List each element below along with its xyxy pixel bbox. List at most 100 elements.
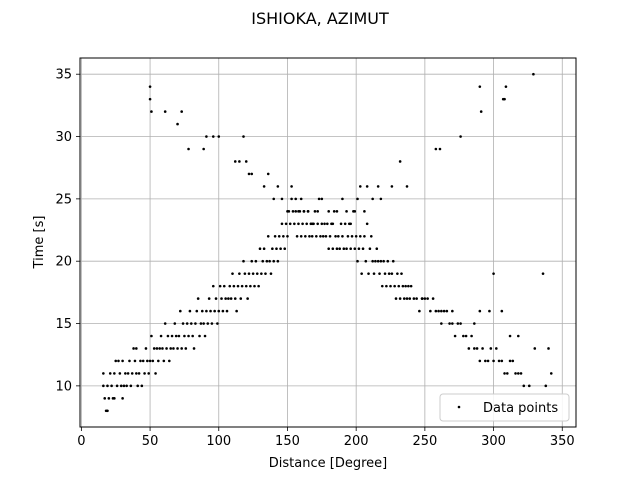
- data-point: [533, 347, 537, 350]
- data-point: [133, 359, 137, 363]
- data-point: [404, 284, 407, 288]
- data-point: [405, 297, 409, 300]
- data-point: [324, 234, 328, 238]
- data-point: [467, 347, 471, 350]
- data-point: [295, 234, 299, 238]
- data-point: [503, 97, 506, 101]
- data-point: [390, 272, 394, 275]
- data-point: [235, 309, 238, 313]
- data-point: [155, 347, 159, 350]
- data-point: [189, 322, 193, 325]
- data-point: [473, 322, 476, 325]
- data-point: [119, 384, 123, 388]
- data-point: [412, 297, 416, 300]
- data-point: [327, 210, 330, 213]
- data-point: [492, 272, 495, 275]
- data-point: [459, 322, 462, 325]
- data-point: [514, 372, 517, 375]
- data-point: [369, 234, 373, 238]
- data-point: [128, 359, 131, 363]
- data-point: [250, 259, 254, 263]
- data-point: [371, 197, 374, 201]
- data-point: [214, 297, 218, 300]
- data-point: [368, 247, 372, 251]
- data-point: [339, 222, 343, 226]
- data-point: [363, 210, 366, 213]
- data-point: [503, 372, 506, 375]
- data-point: [221, 309, 225, 313]
- data-point: [203, 334, 207, 338]
- data-point: [247, 272, 251, 275]
- data-point: [225, 309, 229, 313]
- data-point: [239, 297, 243, 300]
- data-point: [273, 234, 277, 238]
- data-point: [396, 272, 399, 275]
- data-point: [401, 284, 405, 288]
- data-point: [286, 210, 289, 213]
- data-point: [163, 110, 167, 113]
- data-point: [376, 259, 380, 263]
- data-point: [176, 347, 179, 350]
- x-tick-label: 50: [142, 434, 159, 449]
- data-point: [488, 309, 491, 313]
- data-point: [113, 397, 116, 400]
- data-point: [139, 359, 142, 363]
- data-point: [147, 372, 150, 375]
- x-tick-label: 0: [77, 434, 85, 449]
- data-point: [218, 284, 222, 288]
- data-point: [207, 297, 211, 300]
- data-point: [233, 160, 237, 163]
- data-point: [194, 322, 197, 325]
- data-point: [361, 247, 365, 251]
- data-point: [379, 197, 383, 201]
- y-axis-ticks: 10 15 20 25 30 35: [55, 68, 80, 394]
- data-point: [334, 234, 337, 238]
- data-point: [253, 284, 256, 288]
- data-point: [479, 110, 483, 113]
- data-point: [209, 309, 212, 313]
- y-tick-label: 20: [55, 255, 72, 270]
- x-tick-label: 150: [275, 434, 300, 449]
- data-point: [269, 272, 273, 275]
- data-point: [185, 322, 189, 325]
- data-point: [484, 359, 487, 363]
- data-point: [426, 297, 429, 300]
- legend-box: [439, 393, 570, 422]
- data-point: [294, 197, 298, 201]
- data-point: [308, 234, 311, 238]
- data-point: [129, 384, 133, 388]
- data-point: [246, 297, 249, 300]
- data-point: [177, 334, 181, 338]
- data-point: [299, 234, 303, 238]
- data-point: [137, 372, 141, 375]
- data-point: [187, 147, 190, 151]
- data-point: [332, 210, 336, 213]
- data-point: [136, 384, 140, 388]
- data-point: [126, 372, 130, 375]
- data-point: [220, 297, 223, 300]
- data-point: [261, 259, 265, 263]
- data-point: [367, 272, 370, 275]
- data-point: [316, 222, 319, 226]
- data-point: [249, 284, 252, 288]
- data-point: [547, 347, 550, 350]
- data-point: [121, 397, 124, 400]
- data-point: [283, 247, 287, 251]
- data-point: [191, 334, 194, 338]
- data-point: [319, 234, 322, 238]
- data-point: [272, 197, 276, 201]
- data-point: [198, 334, 201, 338]
- data-point: [470, 334, 473, 338]
- data-point: [508, 359, 512, 363]
- data-point: [152, 347, 156, 350]
- data-point: [506, 372, 509, 375]
- data-point: [280, 197, 284, 201]
- data-point: [335, 210, 339, 213]
- data-point: [199, 322, 203, 325]
- data-point: [305, 222, 309, 226]
- data-point: [284, 222, 288, 226]
- grid: [80, 58, 576, 427]
- data-point: [349, 247, 352, 251]
- data-point: [107, 397, 111, 400]
- data-point: [113, 372, 116, 375]
